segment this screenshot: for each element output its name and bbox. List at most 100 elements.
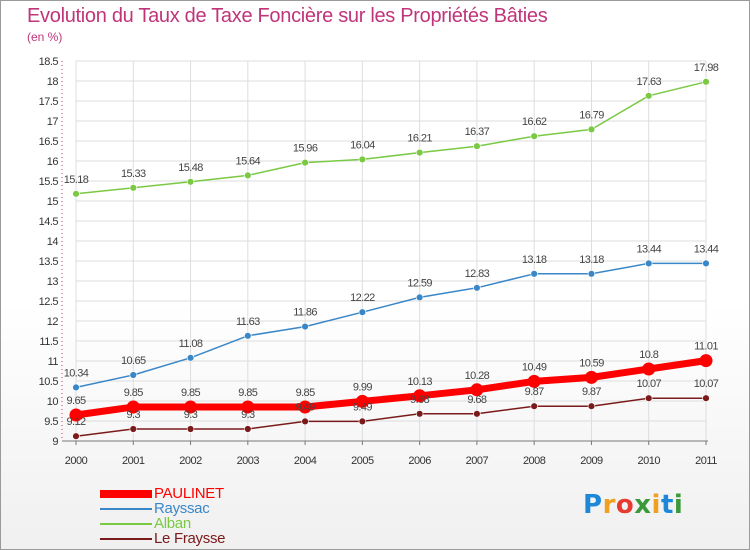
- chart-title: Evolution du Taux de Taxe Foncière sur l…: [27, 5, 548, 27]
- data-point-rayssac: [702, 259, 710, 268]
- data-point-le-fraysse: [358, 417, 367, 426]
- legend-swatch: [100, 507, 152, 510]
- x-tick-label: 2010: [637, 455, 660, 467]
- data-point-paulinet: [642, 362, 656, 376]
- data-label-rayssac: 13.18: [579, 254, 604, 266]
- data-point-alban: [587, 125, 596, 134]
- data-point-alban: [72, 190, 80, 198]
- data-point-le-fraysse: [72, 432, 80, 440]
- legend-label: PAULINET: [154, 485, 224, 502]
- data-label-le-fraysse: 9.3: [184, 409, 198, 421]
- data-label-paulinet: 10.49: [522, 361, 547, 373]
- data-label-alban: 15.48: [178, 162, 203, 174]
- data-label-rayssac: 12.59: [407, 277, 432, 289]
- data-point-le-fraysse: [702, 394, 710, 402]
- data-label-alban: 16.37: [465, 126, 490, 138]
- data-point-paulinet: [355, 394, 369, 408]
- y-tick-label: 10.5: [39, 376, 59, 388]
- x-tick-label: 2004: [294, 455, 317, 467]
- data-point-paulinet: [298, 400, 312, 414]
- data-point-alban: [301, 158, 309, 167]
- data-label-le-fraysse: 9.3: [241, 409, 255, 421]
- data-point-alban: [473, 142, 481, 150]
- y-tick-label: 11.5: [39, 336, 58, 348]
- y-tick-label: 18: [47, 76, 59, 88]
- data-label-le-fraysse: 9.87: [525, 386, 544, 398]
- data-point-paulinet: [699, 354, 713, 368]
- data-point-le-fraysse: [186, 425, 195, 433]
- data-point-le-fraysse: [587, 402, 596, 410]
- data-label-alban: 16.04: [350, 139, 375, 151]
- series-line-le-fraysse: [75, 397, 707, 437]
- y-tick-label: 9: [52, 436, 58, 448]
- data-point-le-fraysse: [129, 425, 137, 433]
- data-point-paulinet: [126, 400, 140, 414]
- data-label-alban: 17.63: [636, 76, 661, 88]
- data-point-paulinet: [184, 400, 198, 414]
- data-point-rayssac: [530, 270, 538, 278]
- y-tick-label: 13.5: [39, 256, 59, 268]
- data-label-paulinet: 9.85: [181, 387, 200, 399]
- data-point-rayssac: [301, 322, 309, 331]
- data-point-paulinet: [69, 408, 83, 422]
- data-label-le-fraysse: 10.07: [694, 378, 719, 390]
- x-tick-label: 2007: [466, 455, 489, 467]
- y-tick-label: 16.5: [39, 136, 59, 148]
- y-tick-label: 10: [47, 396, 59, 408]
- x-tick-label: 2009: [580, 455, 603, 467]
- data-point-rayssac: [358, 308, 367, 316]
- data-label-rayssac: 13.18: [522, 254, 547, 266]
- data-point-alban: [415, 148, 424, 157]
- x-tick-label: 2003: [237, 455, 260, 467]
- data-label-le-fraysse: 9.49: [353, 401, 372, 413]
- y-tick-label: 9.5: [44, 416, 58, 428]
- data-label-rayssac: 12.83: [465, 268, 490, 280]
- data-point-le-fraysse: [301, 417, 309, 426]
- y-tick-label: 15: [47, 196, 59, 208]
- data-label-le-fraysse: 9.68: [410, 394, 429, 406]
- data-label-rayssac: 13.44: [636, 243, 661, 255]
- data-point-le-fraysse: [645, 394, 653, 402]
- legend-label: Alban: [154, 515, 191, 532]
- data-label-paulinet: 9.99: [353, 381, 372, 393]
- data-point-alban: [530, 132, 538, 140]
- y-tick-label: 12: [47, 316, 59, 328]
- data-label-le-fraysse: 9.49: [296, 401, 315, 413]
- data-point-alban: [358, 155, 367, 164]
- data-label-alban: 17.98: [694, 62, 719, 74]
- data-label-paulinet: 9.65: [66, 395, 85, 407]
- axis-layer: 9 9.5 10 10.5 11 11.5 12 12.5 13 13.5 14 14.5 15 15.5…: [39, 56, 718, 467]
- data-label-paulinet: 9.85: [124, 387, 143, 399]
- data-point-rayssac: [186, 354, 195, 362]
- y-tick-label: 18.5: [39, 56, 59, 68]
- data-label-rayssac: 13.44: [694, 243, 719, 255]
- legend-label: Le Fraysse: [154, 530, 226, 547]
- data-label-rayssac: 10.65: [121, 355, 146, 367]
- data-label-le-fraysse: 9.3: [127, 409, 141, 421]
- legend-swatch: [100, 522, 152, 525]
- grid-layer: [75, 60, 707, 442]
- data-label-le-fraysse: 9.87: [582, 386, 601, 398]
- x-tick-label: 2006: [408, 455, 431, 467]
- data-label-alban: 15.33: [121, 168, 146, 180]
- data-point-le-fraysse: [530, 402, 538, 410]
- data-point-le-fraysse: [415, 410, 424, 418]
- data-label-le-fraysse: 10.07: [636, 378, 661, 390]
- data-label-le-fraysse: 9.68: [467, 394, 486, 406]
- data-label-paulinet: 11.01: [694, 341, 718, 353]
- series-line-rayssac: [75, 262, 707, 389]
- data-point-paulinet: [470, 383, 484, 397]
- y-tick-label: 14.5: [39, 216, 59, 228]
- x-tick-label: 2002: [179, 455, 202, 467]
- data-point-rayssac: [72, 383, 80, 392]
- data-label-rayssac: 12.22: [350, 292, 375, 304]
- x-tick-label: 2000: [65, 455, 88, 467]
- data-label-alban: 16.79: [579, 109, 604, 121]
- x-tick-label: 2001: [122, 455, 145, 467]
- data-label-rayssac: 11.08: [179, 338, 203, 350]
- data-point-rayssac: [415, 293, 424, 302]
- legend-swatch: [100, 537, 152, 540]
- data-label-rayssac: 10.34: [64, 367, 89, 379]
- data-label-alban: 16.62: [522, 116, 547, 128]
